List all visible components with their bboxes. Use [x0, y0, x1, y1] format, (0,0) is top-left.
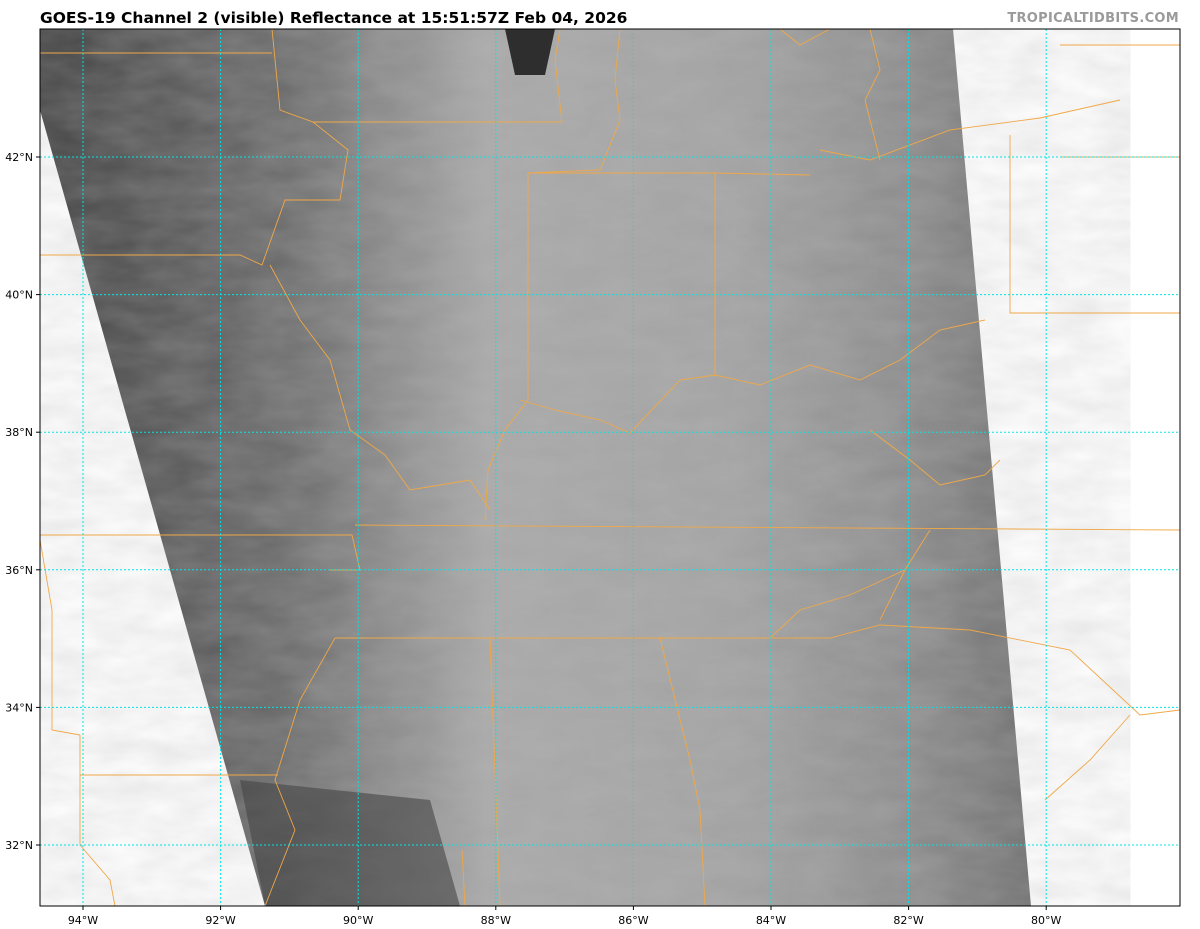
lat-label: 42°N	[5, 151, 33, 164]
axis-ticks: 94°W 92°W 90°W 88°W 86°W 84°W 82°W 80°W 42°N 40°N…	[5, 151, 1061, 927]
map-title: GOES-19 Channel 2 (visible) Reflectance …	[40, 9, 628, 27]
lon-label: 80°W	[1031, 914, 1061, 927]
border-line	[769, 569, 906, 639]
lon-label: 92°W	[205, 914, 235, 927]
graticule	[40, 29, 1180, 906]
border-line	[79, 735, 116, 906]
border-line	[659, 637, 706, 906]
border-line	[484, 173, 529, 521]
lat-label: 34°N	[5, 701, 33, 714]
lon-label: 82°W	[893, 914, 923, 927]
border-line	[269, 264, 491, 511]
border-line	[271, 29, 562, 123]
border-line	[779, 29, 831, 46]
border-line	[714, 172, 811, 176]
lon-label: 86°W	[618, 914, 648, 927]
border-line	[40, 350, 81, 736]
state-borders	[40, 29, 1180, 906]
border-line	[335, 624, 1180, 716]
map-frame	[39, 28, 1181, 907]
lat-label: 32°N	[5, 839, 33, 852]
border-line	[869, 429, 1001, 486]
border-line	[264, 637, 336, 906]
border-line	[554, 29, 563, 123]
border-line	[489, 637, 501, 906]
border-line	[354, 524, 1180, 531]
lon-label: 94°W	[68, 914, 98, 927]
border-line	[1044, 714, 1131, 801]
lake-michigan	[505, 29, 555, 75]
lon-label: 84°W	[756, 914, 786, 927]
border-line	[461, 849, 466, 906]
border-line	[1009, 135, 1180, 314]
swath-texture	[40, 29, 1031, 906]
border-line	[527, 29, 621, 174]
dark-region-southwest	[240, 780, 460, 906]
border-line	[40, 121, 349, 266]
border-line	[714, 319, 986, 386]
lat-label: 38°N	[5, 426, 33, 439]
lat-label: 36°N	[5, 564, 33, 577]
lon-label: 90°W	[343, 914, 373, 927]
lat-label: 40°N	[5, 289, 33, 302]
lon-label: 88°W	[481, 914, 511, 927]
border-line	[519, 374, 716, 434]
border-line	[864, 29, 881, 161]
watermark: TROPICALTIDBITS.COM	[1007, 11, 1179, 26]
